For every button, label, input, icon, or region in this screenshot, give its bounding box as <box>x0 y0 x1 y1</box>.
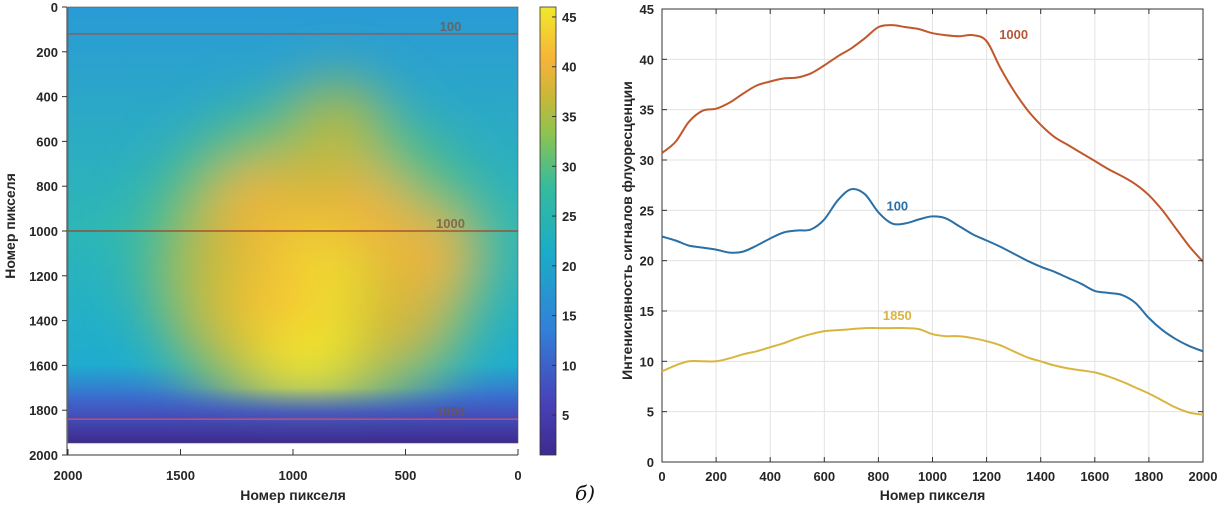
x-tick-label: 2000 <box>1189 469 1218 484</box>
y-tick-label: 5 <box>647 405 654 420</box>
x-tick-label: 200 <box>705 469 727 484</box>
y-tick-label: 400 <box>36 90 58 105</box>
series-label-1000: 1000 <box>999 27 1028 42</box>
profile-line-label: 100 <box>440 19 462 34</box>
series-line-1000 <box>661 24 1204 263</box>
y-tick-label: 2000 <box>29 448 58 463</box>
x-tick-label: 0 <box>514 468 521 483</box>
x-tick-label: 0 <box>658 469 665 484</box>
x-tick-label: 1200 <box>972 469 1001 484</box>
y-tick-label: 1400 <box>29 314 58 329</box>
y-tick-label: 600 <box>36 134 58 149</box>
x-tick-label: 1000 <box>279 468 308 483</box>
y-tick-label: 1000 <box>29 224 58 239</box>
y-tick-label: 800 <box>36 179 58 194</box>
y-tick-label: 40 <box>640 52 654 67</box>
x-tick-label: 500 <box>395 468 417 483</box>
x-tick-label: 1000 <box>918 469 947 484</box>
heatmap-image <box>68 7 518 443</box>
x-tick-label: 1600 <box>1080 469 1109 484</box>
colorbar-gradient <box>539 6 557 456</box>
profile-line-label: 1850 <box>436 404 465 419</box>
line-chart-panel: 1000 100 1850 0 5 10 15 20 25 30 35 40 45 0 200 400 600… <box>619 2 1217 503</box>
colorbar-tick-label: 5 <box>562 408 569 423</box>
y-tick-label: 1800 <box>29 403 58 418</box>
heatmap-hotspot <box>222 257 319 340</box>
y-tick-label: 25 <box>640 203 654 218</box>
heatmap-hotspot <box>296 83 380 155</box>
colorbar-tick-label: 20 <box>562 259 576 274</box>
y-tick-label: 15 <box>640 304 654 319</box>
colorbar-tick-label: 30 <box>562 159 576 174</box>
y-tick-label: 35 <box>640 103 654 118</box>
y-tick-label: 30 <box>640 153 654 168</box>
x-tick-label: 800 <box>868 469 890 484</box>
x-tick-label: 1800 <box>1134 469 1163 484</box>
x-axis-title: Номер пикселя <box>240 487 346 503</box>
x-tick-label: 2000 <box>54 468 83 483</box>
colorbar-tick-label: 10 <box>562 358 576 373</box>
colorbar-tick-label: 45 <box>562 10 576 25</box>
y-tick-label: 0 <box>647 455 654 470</box>
y-tick-label: 1600 <box>29 358 58 373</box>
heatmap-hotspot <box>363 284 448 357</box>
heatmap-hotspot <box>312 167 409 250</box>
y-axis-title: Номер пикселя <box>2 173 18 279</box>
series-label-1850: 1850 <box>883 308 912 323</box>
y-tick-label: 0 <box>51 0 58 15</box>
profile-line-label: 1000 <box>436 216 465 231</box>
series-label-100: 100 <box>886 198 908 213</box>
x-tick-label: 1400 <box>1026 469 1055 484</box>
y-tick-label: 200 <box>36 45 58 60</box>
colorbar-tick-label: 35 <box>562 110 576 125</box>
heatmap-panel: 100 1000 1850 0 200 400 600 800 1000 1200 1400 160… <box>2 0 522 503</box>
colorbar: 5 10 15 20 25 30 35 40 45 <box>539 6 576 456</box>
y-tick-label: 10 <box>640 354 654 369</box>
heatmap-hotspot <box>211 167 308 250</box>
colorbar-tick-label: 40 <box>562 60 576 75</box>
x-tick-label: 600 <box>813 469 835 484</box>
colorbar-tick-label: 15 <box>562 309 576 324</box>
y-axis-title: Интенисивность сигналов флуоресценции <box>619 81 635 380</box>
heatmap-edge-band <box>68 387 518 443</box>
y-tick-label: 20 <box>640 254 654 269</box>
x-tick-label: 1500 <box>166 468 195 483</box>
series-line-1850 <box>661 327 1204 416</box>
y-tick-label: 1200 <box>29 269 58 284</box>
x-axis-title: Номер пикселя <box>880 487 986 503</box>
colorbar-tick-label: 25 <box>562 209 576 224</box>
series-line-100 <box>661 187 1204 353</box>
panel-label: б) <box>575 481 595 505</box>
x-tick-label: 400 <box>759 469 781 484</box>
heatmap-hotspot <box>380 212 476 295</box>
y-tick-label: 45 <box>640 2 654 17</box>
